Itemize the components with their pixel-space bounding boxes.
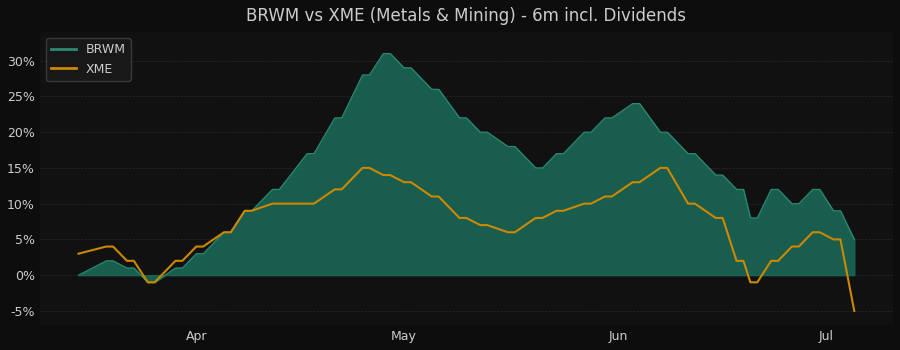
Legend: BRWM, XME: BRWM, XME <box>46 38 130 80</box>
Title: BRWM vs XME (Metals & Mining) - 6m incl. Dividends: BRWM vs XME (Metals & Mining) - 6m incl.… <box>247 7 687 25</box>
